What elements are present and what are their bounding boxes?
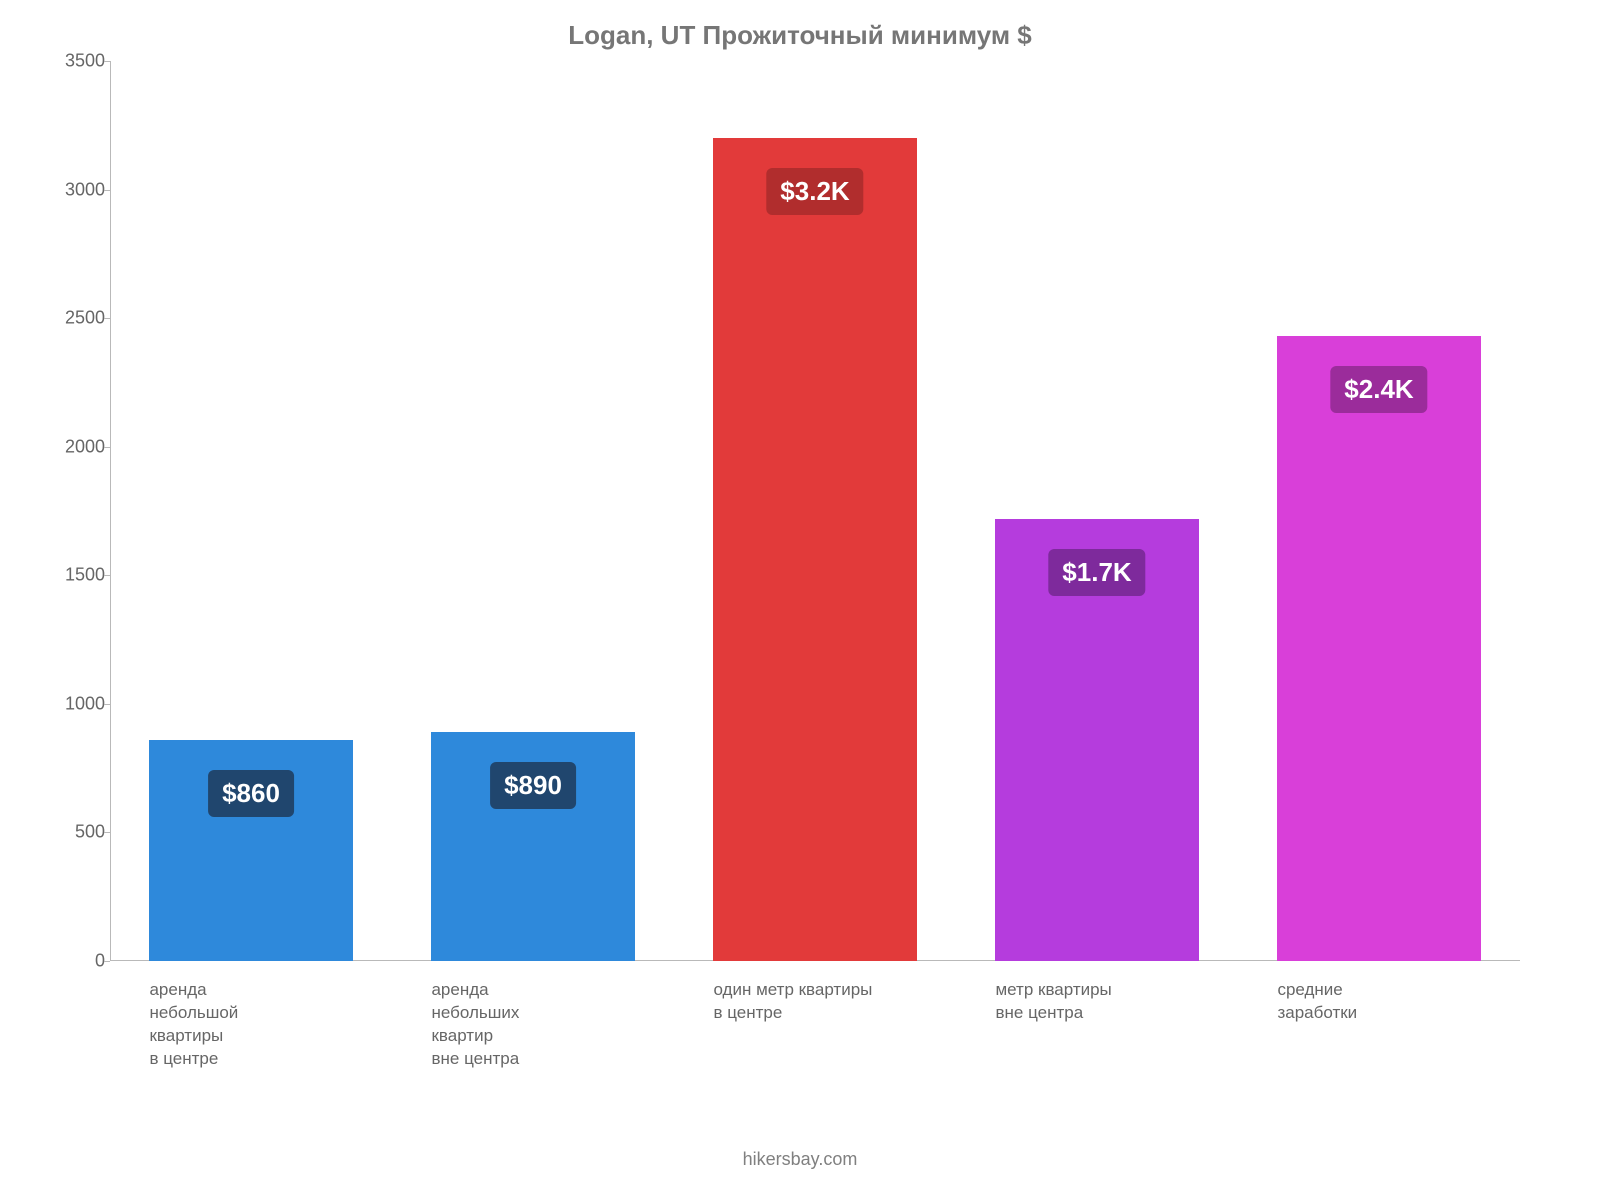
bar-label-wrap: $1.7K [1048,549,1145,596]
x-category-label: один метр квартиры в центре [713,979,946,1025]
x-labels: аренда небольшой квартиры в центре аренда… [110,961,1520,1101]
y-tick-label: 2500 [55,308,105,329]
plot-area: $860$890$3.2K$1.7K$2.4K 0500100015002000… [110,61,1520,961]
attribution: hikersbay.com [0,1149,1600,1170]
y-tick-mark [104,832,110,833]
bar [713,138,916,961]
bar-value-label: $890 [490,762,576,809]
y-tick-mark [104,318,110,319]
bar-label-wrap: $890 [490,762,576,809]
y-tick-label: 3500 [55,51,105,72]
bar-value-label: $1.7K [1048,549,1145,596]
bar-value-label: $860 [208,770,294,817]
bar-label-wrap: $2.4K [1330,366,1427,413]
bar-label-wrap: $3.2K [766,168,863,215]
bar-label-wrap: $860 [208,770,294,817]
y-tick-mark [104,190,110,191]
x-category-label: средние заработки [1277,979,1510,1025]
y-tick-mark [104,704,110,705]
bar [1277,336,1480,961]
y-tick-label: 1500 [55,565,105,586]
y-tick-label: 2000 [55,436,105,457]
bar-value-label: $2.4K [1330,366,1427,413]
y-tick-mark [104,447,110,448]
y-tick-mark [104,575,110,576]
bar-value-label: $3.2K [766,168,863,215]
bars-layer: $860 $890 $3.2K $1.7K $2.4K [110,61,1520,961]
chart-container: Logan, UT Прожиточный минимум $ $860 $890… [50,20,1550,1101]
chart-title: Logan, UT Прожиточный минимум $ [50,20,1550,51]
y-tick-label: 0 [55,951,105,972]
y-tick-label: 1000 [55,693,105,714]
x-category-label: аренда небольшой квартиры в центре [149,979,382,1071]
y-tick-mark [104,61,110,62]
y-tick-label: 500 [55,822,105,843]
x-category-label: аренда небольших квартир вне центра [431,979,664,1071]
x-category-label: метр квартиры вне центра [995,979,1228,1025]
y-tick-label: 3000 [55,179,105,200]
